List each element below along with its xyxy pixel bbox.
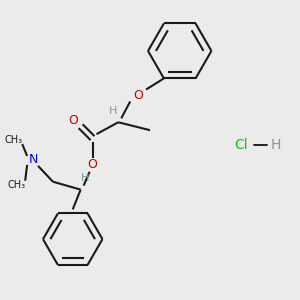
Text: CH₃: CH₃ — [7, 180, 25, 190]
Text: H: H — [80, 173, 89, 183]
Text: CH₃: CH₃ — [4, 135, 22, 145]
Text: H: H — [109, 106, 118, 116]
Text: H: H — [271, 138, 281, 152]
Text: O: O — [133, 89, 143, 102]
Text: O: O — [88, 158, 98, 171]
Text: O: O — [68, 114, 78, 127]
Text: N: N — [28, 153, 38, 167]
Text: Cl: Cl — [234, 138, 248, 152]
